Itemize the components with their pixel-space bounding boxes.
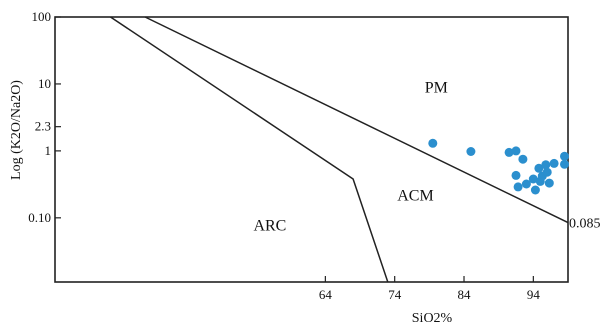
data-point-7 (513, 182, 523, 192)
data-point-18 (560, 151, 569, 161)
data-point-6 (511, 170, 521, 180)
data-point-15 (542, 167, 552, 177)
annotations: 0.085 (569, 217, 601, 232)
y-axis-label: Log (K2O/Na2O) (9, 80, 24, 180)
y-tick-label-2: 10 (38, 76, 51, 91)
data-point-4 (511, 146, 521, 156)
x-ticks: 64 74 84 94 (319, 276, 540, 302)
y-tick-label-3: 2.3 (35, 119, 51, 134)
y-ticks: 100 10 2.3 1 0.10 (28, 9, 61, 225)
field-label-arc: ARC (253, 217, 286, 234)
x-axis-label: SiO2% (412, 311, 453, 326)
x-tick-label-2: 74 (388, 287, 402, 302)
data-point-3 (504, 147, 514, 157)
data-point-11 (534, 163, 544, 173)
data-point-2 (466, 147, 476, 156)
plot-frame (54, 16, 569, 283)
y-tick-label-5: 0.10 (28, 210, 51, 225)
data-points (428, 138, 569, 195)
data-point-10 (530, 185, 540, 195)
boundary-value-label: 0.085 (569, 217, 601, 232)
data-point-19 (560, 159, 569, 169)
field-boundaries (110, 16, 569, 283)
data-point-9 (528, 174, 538, 184)
field-labels: PM ACM ARC (253, 79, 447, 234)
data-point-5 (518, 154, 528, 164)
data-point-1 (428, 138, 438, 148)
field-label-pm: PM (425, 79, 448, 96)
x-tick-label-4: 94 (527, 287, 541, 302)
x-tick-label-3: 84 (458, 287, 472, 302)
y-tick-label-1: 100 (32, 9, 52, 24)
x-tick-label-1: 64 (319, 287, 333, 302)
y-tick-label-4: 1 (45, 143, 52, 158)
boundary-line-1 (110, 16, 389, 283)
data-point-16 (544, 178, 554, 188)
data-point-17 (549, 158, 559, 168)
data-point-8 (521, 179, 531, 189)
field-label-acm: ACM (397, 188, 433, 205)
boundary-line-2 (144, 16, 569, 224)
data-point-14 (541, 160, 551, 170)
